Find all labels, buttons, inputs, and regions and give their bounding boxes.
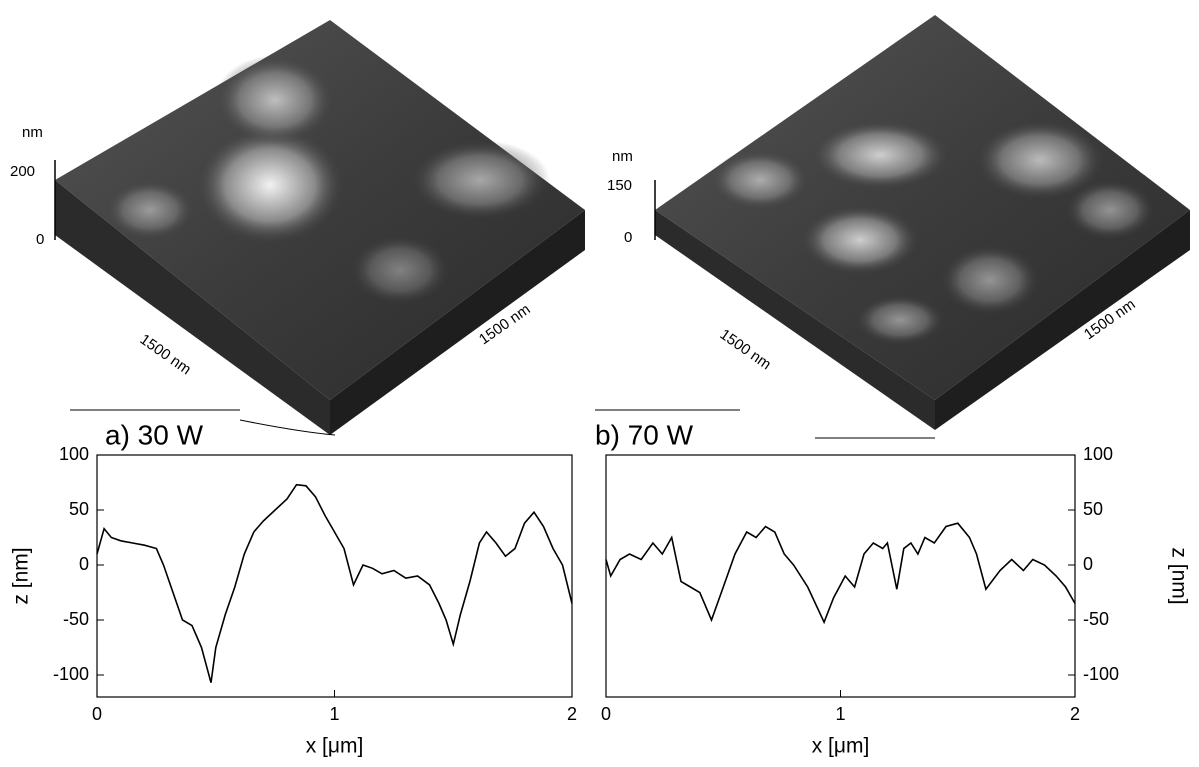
y-tick-label: 50 [69, 499, 89, 519]
z-unit: nm [22, 124, 43, 141]
afm-image-b [595, 15, 1190, 438]
x-size: 1500 nm [137, 331, 195, 378]
z-top: 200 [10, 163, 35, 180]
z-zero: 0 [36, 231, 44, 248]
x-size: 1500 nm [717, 326, 775, 373]
y-tick-label: 100 [1083, 444, 1113, 464]
x-tick-label: 1 [329, 704, 339, 724]
z-zero: 0 [624, 229, 632, 246]
x-axis-label: x [μm] [812, 735, 870, 758]
x-tick-label: 0 [92, 704, 102, 724]
plot-frame [606, 455, 1075, 697]
y-tick-label: 100 [59, 444, 89, 464]
profile-line [606, 523, 1075, 622]
x-axis-label: x [μm] [306, 735, 364, 758]
y-tick-label: -50 [63, 609, 89, 629]
y-tick-label: -100 [1083, 664, 1119, 684]
x-tick-label: 2 [1070, 704, 1080, 724]
y-tick-label: 0 [79, 554, 89, 574]
y-tick-label: -50 [1083, 609, 1109, 629]
y-axis-label: z [nm] [10, 547, 33, 604]
x-tick-label: 0 [601, 704, 611, 724]
figure: nm 200 0 1500 nm 1500 nm nm 150 0 1500 n… [0, 0, 1199, 767]
z-top: 150 [607, 177, 632, 194]
x-tick-label: 2 [567, 704, 577, 724]
y-tick-label: 50 [1083, 499, 1103, 519]
plot-frame [97, 455, 572, 697]
y-axis-label: z [nm] [1167, 547, 1190, 604]
profile-line [97, 485, 572, 683]
y-tick-label: -100 [53, 664, 89, 684]
panel-title: a) 30 W [105, 419, 204, 450]
z-unit: nm [612, 148, 633, 165]
panel-title: b) 70 W [595, 419, 694, 450]
y-tick-label: 0 [1083, 554, 1093, 574]
afm-image-a [55, 20, 585, 435]
x-tick-label: 1 [835, 704, 845, 724]
